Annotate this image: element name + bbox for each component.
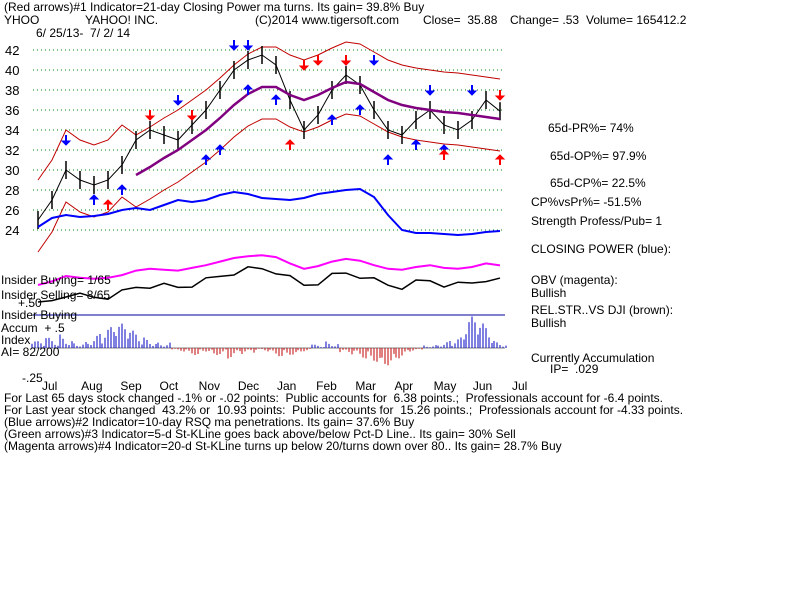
blue-down-arrow	[466, 90, 478, 96]
blue-up-arrow	[410, 139, 422, 145]
y-tick-label: 24	[5, 223, 19, 238]
y-tick-label: 26	[5, 203, 19, 218]
y-tick-label: 30	[5, 163, 19, 178]
op-stat: 65d-OP%= 97.9%	[550, 149, 647, 163]
ai-label: AI= 82/200	[1, 345, 60, 359]
lower-band-line	[37, 113, 501, 253]
blue-up-arrow	[242, 84, 254, 90]
x-tick-label: Jan	[277, 379, 296, 393]
x-tick-label: Jul	[512, 379, 527, 393]
x-tick-label: Dec	[238, 379, 259, 393]
obv-legend: OBV (magenta):	[531, 273, 618, 287]
blue-down-arrow	[368, 60, 380, 66]
blue-up-arrow	[438, 144, 450, 150]
red-down-arrow	[186, 115, 198, 121]
obv-status: Bullish	[531, 286, 567, 300]
blue-down-arrow	[228, 45, 240, 51]
relstr-status: Bullish	[531, 316, 567, 330]
company-name: YAHOO! INC.	[85, 13, 159, 27]
strength-stat: Strength Profess/Pub= 1	[531, 214, 663, 228]
y-tick-label: 42	[5, 43, 19, 58]
insider-buying-label-2: Insider Buying	[1, 308, 78, 322]
footer-line-2: For Last year stock changed 43.2% or 10.…	[4, 403, 684, 417]
price-line	[37, 54, 501, 221]
blue-up-arrow	[354, 104, 366, 110]
blue-up-arrow	[382, 154, 394, 160]
red-up-arrow	[438, 149, 450, 155]
blue-down-arrow	[172, 100, 184, 106]
footer-line-5: (Magenta arrows)#4 Indicator=20-d St-KLi…	[4, 439, 562, 453]
index-label: Index	[1, 333, 31, 347]
red-up-arrow	[284, 139, 296, 145]
symbol: YHOO	[4, 13, 40, 27]
red-up-arrow	[494, 154, 506, 160]
cpvspr-stat: CP%vsPr%= -51.5%	[531, 195, 642, 209]
copyright: (C)2014 www.tigersoft.com	[255, 13, 400, 27]
closing-power-line	[37, 187, 501, 237]
blue-up-arrow	[270, 94, 282, 100]
y-tick-label: 40	[5, 63, 19, 78]
ip-value: IP= .029	[550, 362, 599, 376]
close-value: Close= 35.88	[423, 13, 498, 27]
x-tick-label: Apr	[395, 379, 414, 393]
red-up-arrow	[102, 199, 114, 205]
obv-line	[37, 254, 501, 286]
volume-value: Volume= 165412.2	[586, 13, 687, 27]
blue-down-arrow	[242, 45, 254, 51]
footer-line-3: (Blue arrows)#2 Indicator=10-day RSQ ma …	[4, 415, 415, 429]
red-down-arrow	[312, 60, 324, 66]
footer-line-1: For Last 65 days stock changed -.1% or -…	[4, 391, 664, 405]
blue-down-arrow	[424, 90, 436, 96]
blue-up-arrow	[214, 144, 226, 150]
red-down-arrow	[494, 95, 506, 101]
y-tick-label: 36	[5, 103, 19, 118]
y-tick-label: 32	[5, 143, 19, 158]
relstr-line	[37, 266, 501, 303]
blue-up-arrow	[116, 184, 128, 190]
x-tick-label: Jul	[42, 379, 57, 393]
x-tick-label: Jun	[473, 379, 492, 393]
blue-down-arrow	[60, 140, 72, 146]
accum-index-label: Accum + .5	[1, 321, 65, 335]
indicator1-text: (Red arrows)#1 Indicator=21-day Closing …	[4, 0, 425, 14]
accum-lower-tick: -.25	[22, 371, 43, 385]
closing-power-legend: CLOSING POWER (blue):	[531, 242, 672, 256]
red-down-arrow	[298, 65, 310, 71]
red-down-arrow	[340, 60, 352, 66]
accum-upper-tick: +.50	[18, 296, 42, 310]
insider-selling-label: Insider Selling= 8/65	[1, 288, 111, 302]
date-range: 6/ 25/13- 7/ 2/ 14	[36, 26, 131, 40]
blue-up-arrow	[200, 154, 212, 160]
x-tick-label: Aug	[81, 379, 102, 393]
insider-buying-label: Insider Buying= 1/65	[1, 273, 111, 287]
blue-up-arrow	[88, 194, 100, 200]
footer-line-4: (Green arrows)#3 Indicator=5-d St-KLine …	[4, 427, 516, 441]
y-tick-label: 34	[5, 123, 19, 138]
accumulation-status: Currently Accumulation	[531, 351, 655, 365]
x-tick-label: May	[434, 379, 457, 393]
cp-stat: 65d-CP%= 22.5%	[550, 176, 646, 190]
red-down-arrow	[144, 115, 156, 121]
ma-line	[135, 80, 501, 177]
x-tick-label: Oct	[160, 379, 179, 393]
blue-up-arrow	[326, 114, 338, 120]
y-tick-label: 38	[5, 83, 19, 98]
change-value: Change= .53	[510, 13, 580, 27]
upper-band-line	[37, 41, 501, 181]
x-tick-label: Feb	[316, 379, 337, 393]
x-tick-label: Nov	[199, 379, 220, 393]
x-tick-label: Mar	[355, 379, 376, 393]
y-tick-label: 28	[5, 183, 19, 198]
x-tick-label: Sep	[120, 379, 142, 393]
pr-stat: 65d-PR%= 74%	[548, 121, 634, 135]
relstr-legend: REL.STR..VS DJI (brown):	[531, 303, 674, 317]
